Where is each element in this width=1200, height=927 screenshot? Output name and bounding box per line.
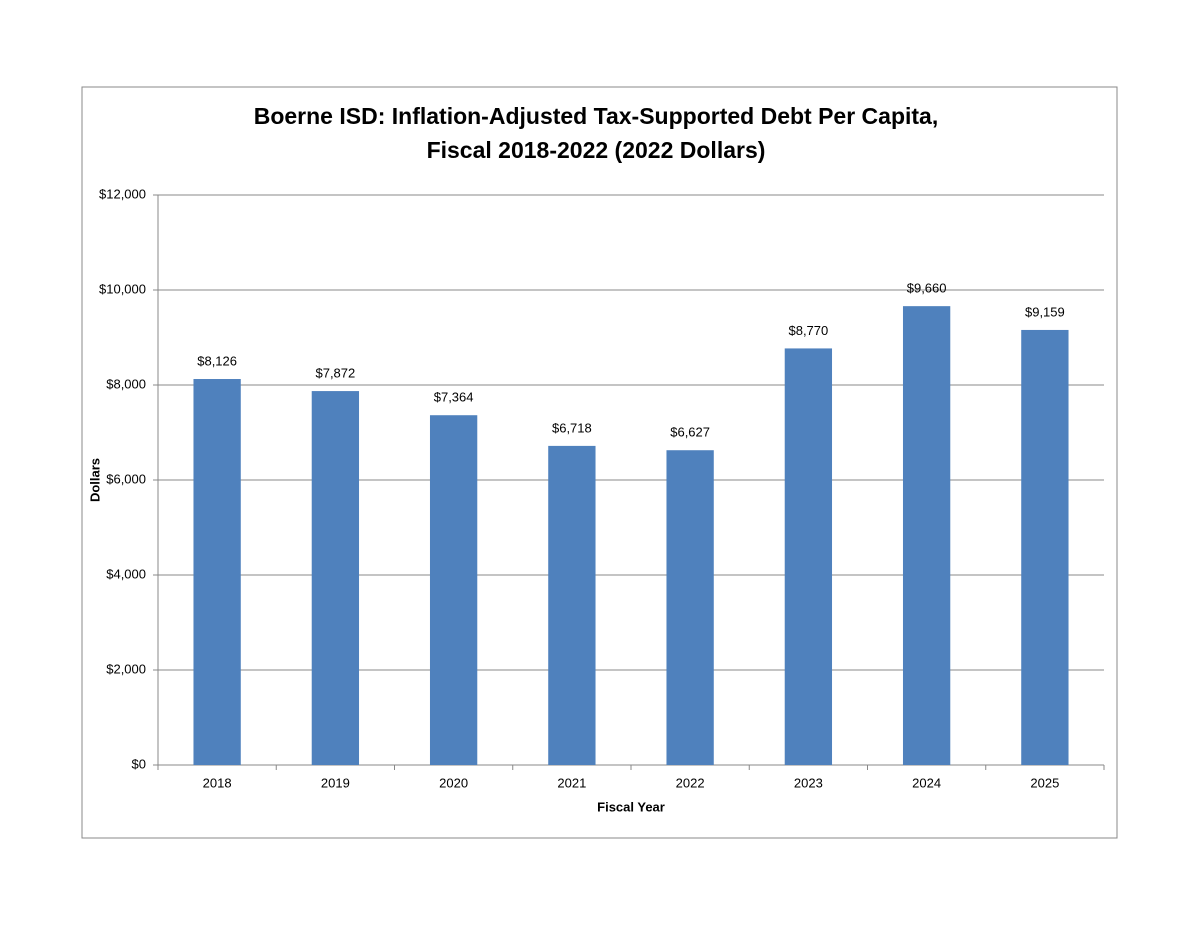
data-label: $9,159 bbox=[1025, 304, 1065, 319]
bar bbox=[1021, 329, 1069, 765]
data-label: $8,126 bbox=[197, 353, 237, 368]
data-label: $8,770 bbox=[788, 323, 828, 338]
x-tick-label: 2021 bbox=[557, 775, 586, 790]
bar bbox=[666, 450, 714, 765]
x-tick-label: 2022 bbox=[676, 775, 705, 790]
y-tick-label: $10,000 bbox=[99, 281, 146, 296]
bar bbox=[429, 415, 478, 765]
bar bbox=[548, 445, 596, 765]
y-tick-label: $0 bbox=[132, 756, 146, 771]
x-tick-label: 2018 bbox=[203, 775, 232, 790]
bar bbox=[193, 379, 241, 765]
chart-title: Fiscal 2018-2022 (2022 Dollars) bbox=[427, 137, 766, 163]
y-axis-title: Dollars bbox=[87, 458, 102, 502]
x-tick-label: 2024 bbox=[912, 775, 941, 790]
y-tick-label: $4,000 bbox=[106, 566, 146, 581]
y-tick-label: $8,000 bbox=[106, 376, 146, 391]
bar bbox=[784, 348, 833, 765]
y-tick-label: $6,000 bbox=[106, 471, 146, 486]
data-label: $6,627 bbox=[670, 425, 710, 440]
bar bbox=[311, 391, 360, 765]
data-label: $9,660 bbox=[907, 281, 947, 296]
y-tick-label: $12,000 bbox=[99, 186, 146, 201]
x-tick-label: 2025 bbox=[1030, 775, 1059, 790]
x-tick-label: 2019 bbox=[321, 775, 350, 790]
chart-title: Boerne ISD: Inflation-Adjusted Tax-Suppo… bbox=[254, 103, 939, 129]
data-label: $6,718 bbox=[552, 420, 592, 435]
data-label: $7,364 bbox=[434, 390, 474, 405]
x-tick-label: 2020 bbox=[439, 775, 468, 790]
data-label: $7,872 bbox=[315, 366, 355, 381]
x-axis-title: Fiscal Year bbox=[597, 799, 665, 814]
x-tick-label: 2023 bbox=[794, 775, 823, 790]
bar bbox=[902, 306, 951, 765]
y-tick-label: $2,000 bbox=[106, 661, 146, 676]
